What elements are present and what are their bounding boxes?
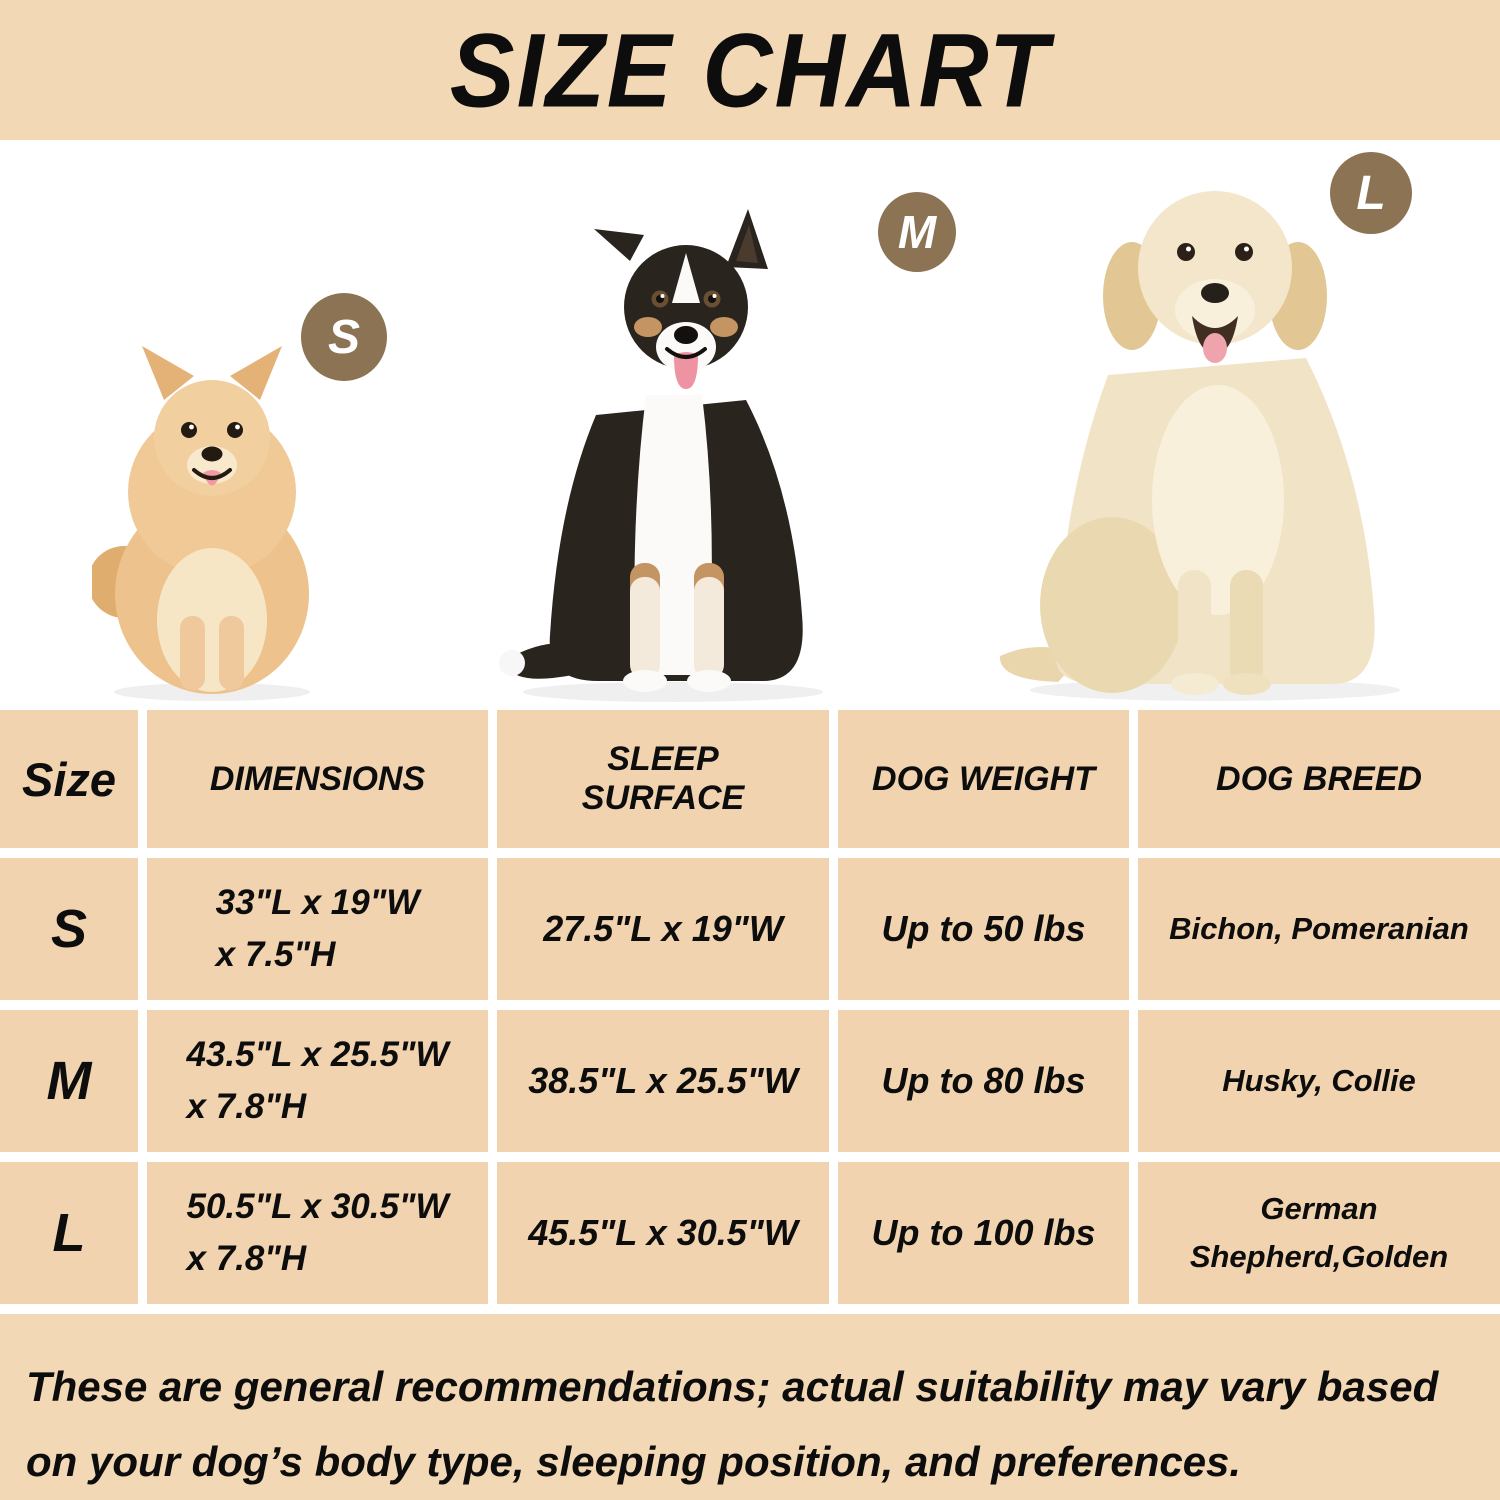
row-l-size-cell: L <box>0 1162 138 1304</box>
row-m-dog-weight-cell: Up to 80 lbs <box>838 1010 1129 1152</box>
size-badge-small: S <box>301 293 387 381</box>
row-l-letter: L <box>52 1203 86 1263</box>
dogs-showcase: S M L <box>0 140 1500 702</box>
header-cell-sleep-surface: SLEEP SURFACE <box>497 710 829 848</box>
footnote-line-1: These are general recommendations; actua… <box>26 1363 1439 1410</box>
row-m-sleep-surface-cell: 38.5"L x 25.5"W <box>497 1010 829 1152</box>
header-dog-weight-label: DOG WEIGHT <box>872 759 1095 798</box>
row-m-dog-breed: Husky, Collie <box>1222 1062 1416 1098</box>
row-s-dog-weight-cell: Up to 50 lbs <box>838 858 1129 1000</box>
row-m-size-cell: M <box>0 1010 138 1152</box>
header-cell-dog-weight: DOG WEIGHT <box>838 710 1129 848</box>
size-badge-small-letter: S <box>327 310 360 364</box>
header-cell-dog-breed: DOG BREED <box>1138 710 1500 848</box>
row-m-letter: M <box>46 1051 92 1111</box>
golden-retriever-photo <box>980 150 1440 702</box>
header-dog-breed-label: DOG BREED <box>1216 759 1422 798</box>
row-s-dimensions: 33"L x 19"W x 7.5"H <box>215 882 420 975</box>
title-band: SIZE CHART <box>0 0 1500 140</box>
footnote: These are general recommendations; actua… <box>0 1314 1500 1500</box>
row-l-sleep-surface: 45.5"L x 30.5"W <box>528 1212 798 1253</box>
page-title: SIZE CHART <box>449 11 1051 129</box>
row-l-dog-breed: German Shepherd,Golden <box>1189 1190 1449 1274</box>
row-m-dimensions-cell: 43.5"L x 25.5"W x 7.8"H <box>147 1010 488 1152</box>
row-s-dog-weight: Up to 50 lbs <box>881 908 1086 949</box>
row-m-dimensions: 43.5"L x 25.5"W x 7.8"H <box>186 1034 449 1127</box>
row-l-dog-breed-cell: German Shepherd,Golden <box>1138 1162 1500 1304</box>
size-badge-medium-letter: M <box>897 206 937 258</box>
row-m-dog-breed-cell: Husky, Collie <box>1138 1010 1500 1152</box>
row-l-sleep-surface-cell: 45.5"L x 30.5"W <box>497 1162 829 1304</box>
row-s-sleep-surface: 27.5"L x 19"W <box>543 908 783 949</box>
row-l-dimensions: 50.5"L x 30.5"W x 7.8"H <box>186 1186 449 1279</box>
row-l-dimensions-cell: 50.5"L x 30.5"W x 7.8"H <box>147 1162 488 1304</box>
header-sleep-surface-label: SLEEP SURFACE <box>581 740 745 817</box>
row-l-dog-weight: Up to 100 lbs <box>871 1212 1096 1253</box>
row-m-dog-weight: Up to 80 lbs <box>881 1060 1086 1101</box>
row-m-sleep-surface: 38.5"L x 25.5"W <box>528 1060 798 1101</box>
size-badge-medium: M <box>878 192 956 272</box>
pomeranian-photo <box>92 320 332 702</box>
row-s-letter: S <box>50 899 88 959</box>
border-collie-illustration <box>499 209 823 702</box>
row-l-dog-weight-cell: Up to 100 lbs <box>838 1162 1129 1304</box>
border-collie-photo <box>478 205 853 702</box>
footnote-band: These are general recommendations; actua… <box>0 1314 1500 1500</box>
size-badge-large: L <box>1330 152 1412 234</box>
size-badge-large-letter: L <box>1356 166 1386 220</box>
row-s-dog-breed-cell: Bichon, Pomeranian <box>1138 858 1500 1000</box>
row-s-size-cell: S <box>0 858 138 1000</box>
row-s-dimensions-cell: 33"L x 19"W x 7.5"H <box>147 858 488 1000</box>
footnote-line-2: on your dog’s body type, sleeping positi… <box>26 1437 1242 1485</box>
header-size-label: Size <box>21 752 117 806</box>
row-s-dog-breed: Bichon, Pomeranian <box>1169 910 1469 946</box>
header-dimensions-label: DIMENSIONS <box>209 759 426 798</box>
pomeranian-illustration <box>92 346 310 701</box>
size-table: Size DIMENSIONS SLEEP SURFACE DOG WEIGHT… <box>0 710 1500 1304</box>
header-cell-size: Size <box>0 710 138 848</box>
row-s-sleep-surface-cell: 27.5"L x 19"W <box>497 858 829 1000</box>
header-cell-dimensions: DIMENSIONS <box>147 710 488 848</box>
golden-retriever-illustration <box>999 191 1400 701</box>
